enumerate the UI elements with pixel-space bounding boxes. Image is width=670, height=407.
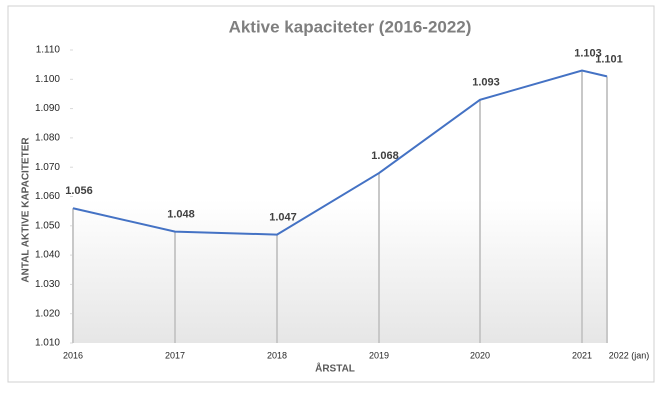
y-tick-label: 1.050 — [35, 220, 60, 231]
x-tick-label: 2019 — [369, 350, 389, 360]
chart-title: Aktive kapaciteter (2016-2022) — [229, 17, 472, 36]
data-label: 1.056 — [65, 185, 93, 197]
y-tick-label: 1.080 — [35, 133, 60, 144]
data-label: 1.047 — [269, 211, 297, 223]
y-tick-label: 1.040 — [35, 250, 60, 261]
x-axis-label: ÅRSTAL — [315, 362, 355, 375]
y-tick-label: 1.100 — [35, 74, 60, 85]
plot-shade — [73, 200, 607, 343]
data-label: 1.103 — [574, 47, 602, 59]
x-tick-label: 2021 — [572, 350, 592, 360]
y-axis-label: ANTAL AKTIVE KAPACITETER — [21, 137, 32, 283]
data-label: 1.068 — [371, 150, 399, 162]
x-tick-label: 2018 — [267, 350, 287, 360]
y-tick-label: 1.010 — [35, 338, 60, 349]
data-label: 1.093 — [472, 77, 500, 89]
y-tick-label: 1.110 — [36, 45, 61, 56]
x-tick-label: 2016 — [63, 350, 83, 360]
y-tick-label: 1.030 — [35, 279, 60, 290]
y-tick-label: 1.070 — [35, 162, 60, 173]
x-tick-label: 2017 — [165, 350, 185, 360]
data-label: 1.101 — [595, 53, 623, 65]
x-tick-label: 2020 — [470, 350, 490, 360]
line-series — [72, 69, 608, 236]
y-tick-label: 1.090 — [35, 103, 60, 114]
y-tick-label: 1.060 — [35, 191, 60, 202]
data-label: 1.048 — [167, 209, 195, 221]
y-tick-label: 1.020 — [35, 308, 60, 319]
x-tick-label: 2022 (jan) — [609, 350, 650, 360]
